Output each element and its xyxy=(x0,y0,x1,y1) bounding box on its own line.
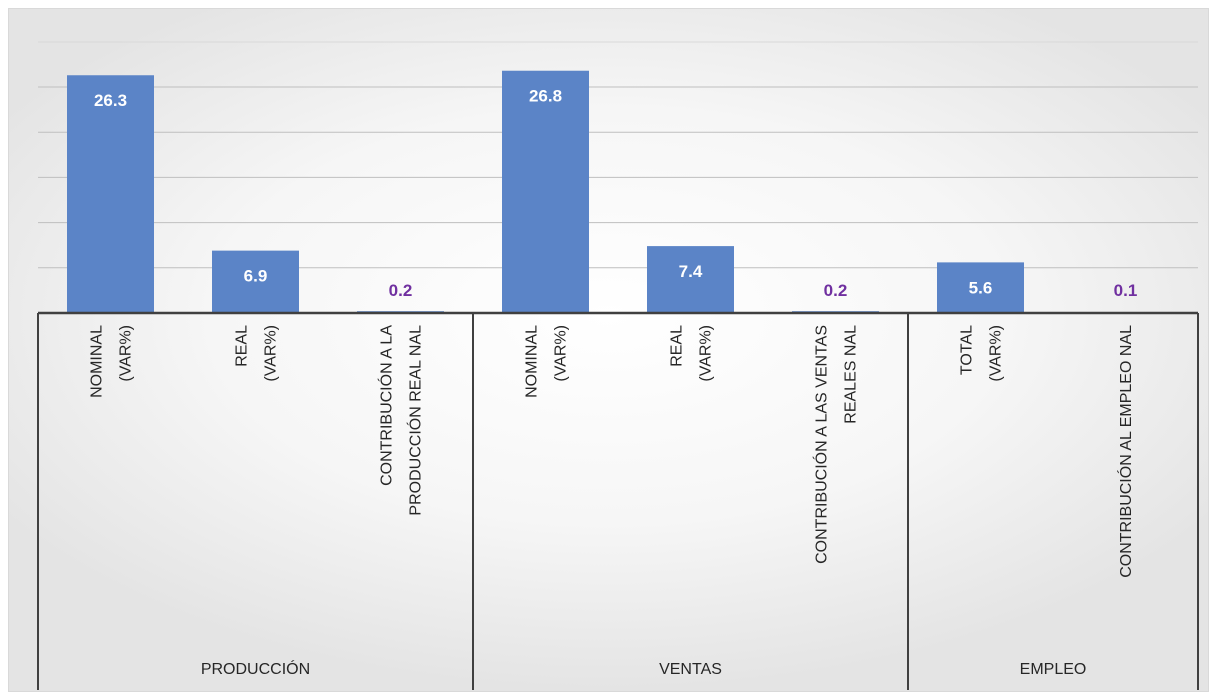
category-label-4-line-1: (VAR%) xyxy=(698,325,715,382)
group-label-2: EMPLEO xyxy=(1020,661,1087,678)
bar-4 xyxy=(647,246,734,313)
category-label-6-line-0: TOTAL xyxy=(959,325,976,375)
category-labels: NOMINAL (VAR%) REAL (VAR%) CONTRIBUCIÓN A LA… xyxy=(89,325,1136,578)
bar-0 xyxy=(67,75,154,313)
category-label-2-line-1: PRODUCCIÓN REAL NAL xyxy=(406,325,425,516)
value-label-6: 5.6 xyxy=(969,278,993,297)
value-label-1: 6.9 xyxy=(244,267,268,286)
bar-1 xyxy=(212,250,299,313)
category-label-2-line-0: CONTRIBUCIÓN A LA xyxy=(377,325,396,486)
value-labels: 26.3 6.9 0.2 26.8 7.4 0.2 5.6 0.1 xyxy=(94,87,1137,300)
gridlines xyxy=(38,41,1198,269)
category-label-4: REAL (VAR%) xyxy=(669,325,715,382)
category-label-0-line-0: NOMINAL xyxy=(89,325,106,398)
category-label-3: NOMINAL (VAR%) xyxy=(524,325,570,398)
category-label-0: NOMINAL (VAR%) xyxy=(89,325,135,398)
category-label-6: TOTAL (VAR%) xyxy=(959,325,1005,382)
category-label-7-line-0: CONTRIBUCIÓN AL EMPLEO NAL xyxy=(1116,325,1135,578)
category-label-5-line-0: CONTRIBUCIÓN A LAS VENTAS xyxy=(812,325,831,564)
category-label-1-line-1: (VAR%) xyxy=(263,325,280,382)
category-label-6-line-1: (VAR%) xyxy=(988,325,1005,382)
bars xyxy=(67,70,1169,313)
value-label-5: 0.2 xyxy=(824,281,848,300)
group-labels: PRODUCCIÓN VENTAS EMPLEO xyxy=(201,659,1087,678)
category-label-5: CONTRIBUCIÓN A LAS VENTAS REALES NAL xyxy=(812,325,860,564)
value-label-4: 7.4 xyxy=(679,262,703,281)
value-label-7: 0.1 xyxy=(1114,281,1138,300)
category-label-1: REAL (VAR%) xyxy=(234,325,280,382)
category-label-0-line-1: (VAR%) xyxy=(118,325,135,382)
bar-3 xyxy=(502,70,589,313)
value-label-2: 0.2 xyxy=(389,281,413,300)
category-label-1-line-0: REAL xyxy=(234,325,251,367)
value-label-3: 26.8 xyxy=(529,87,562,106)
category-label-7: CONTRIBUCIÓN AL EMPLEO NAL xyxy=(1116,325,1135,578)
chart-frame xyxy=(8,8,1209,692)
group-label-1: VENTAS xyxy=(659,661,722,678)
category-label-3-line-1: (VAR%) xyxy=(553,325,570,382)
category-label-3-line-0: NOMINAL xyxy=(524,325,541,398)
category-axis xyxy=(37,311,1199,690)
bar-6 xyxy=(937,262,1024,313)
category-label-5-line-1: REALES NAL xyxy=(843,325,860,424)
value-label-0: 26.3 xyxy=(94,91,127,110)
category-label-2: CONTRIBUCIÓN A LA PRODUCCIÓN REAL NAL xyxy=(377,325,425,516)
category-label-4-line-0: REAL xyxy=(669,325,686,367)
group-label-0: PRODUCCIÓN xyxy=(201,659,310,678)
